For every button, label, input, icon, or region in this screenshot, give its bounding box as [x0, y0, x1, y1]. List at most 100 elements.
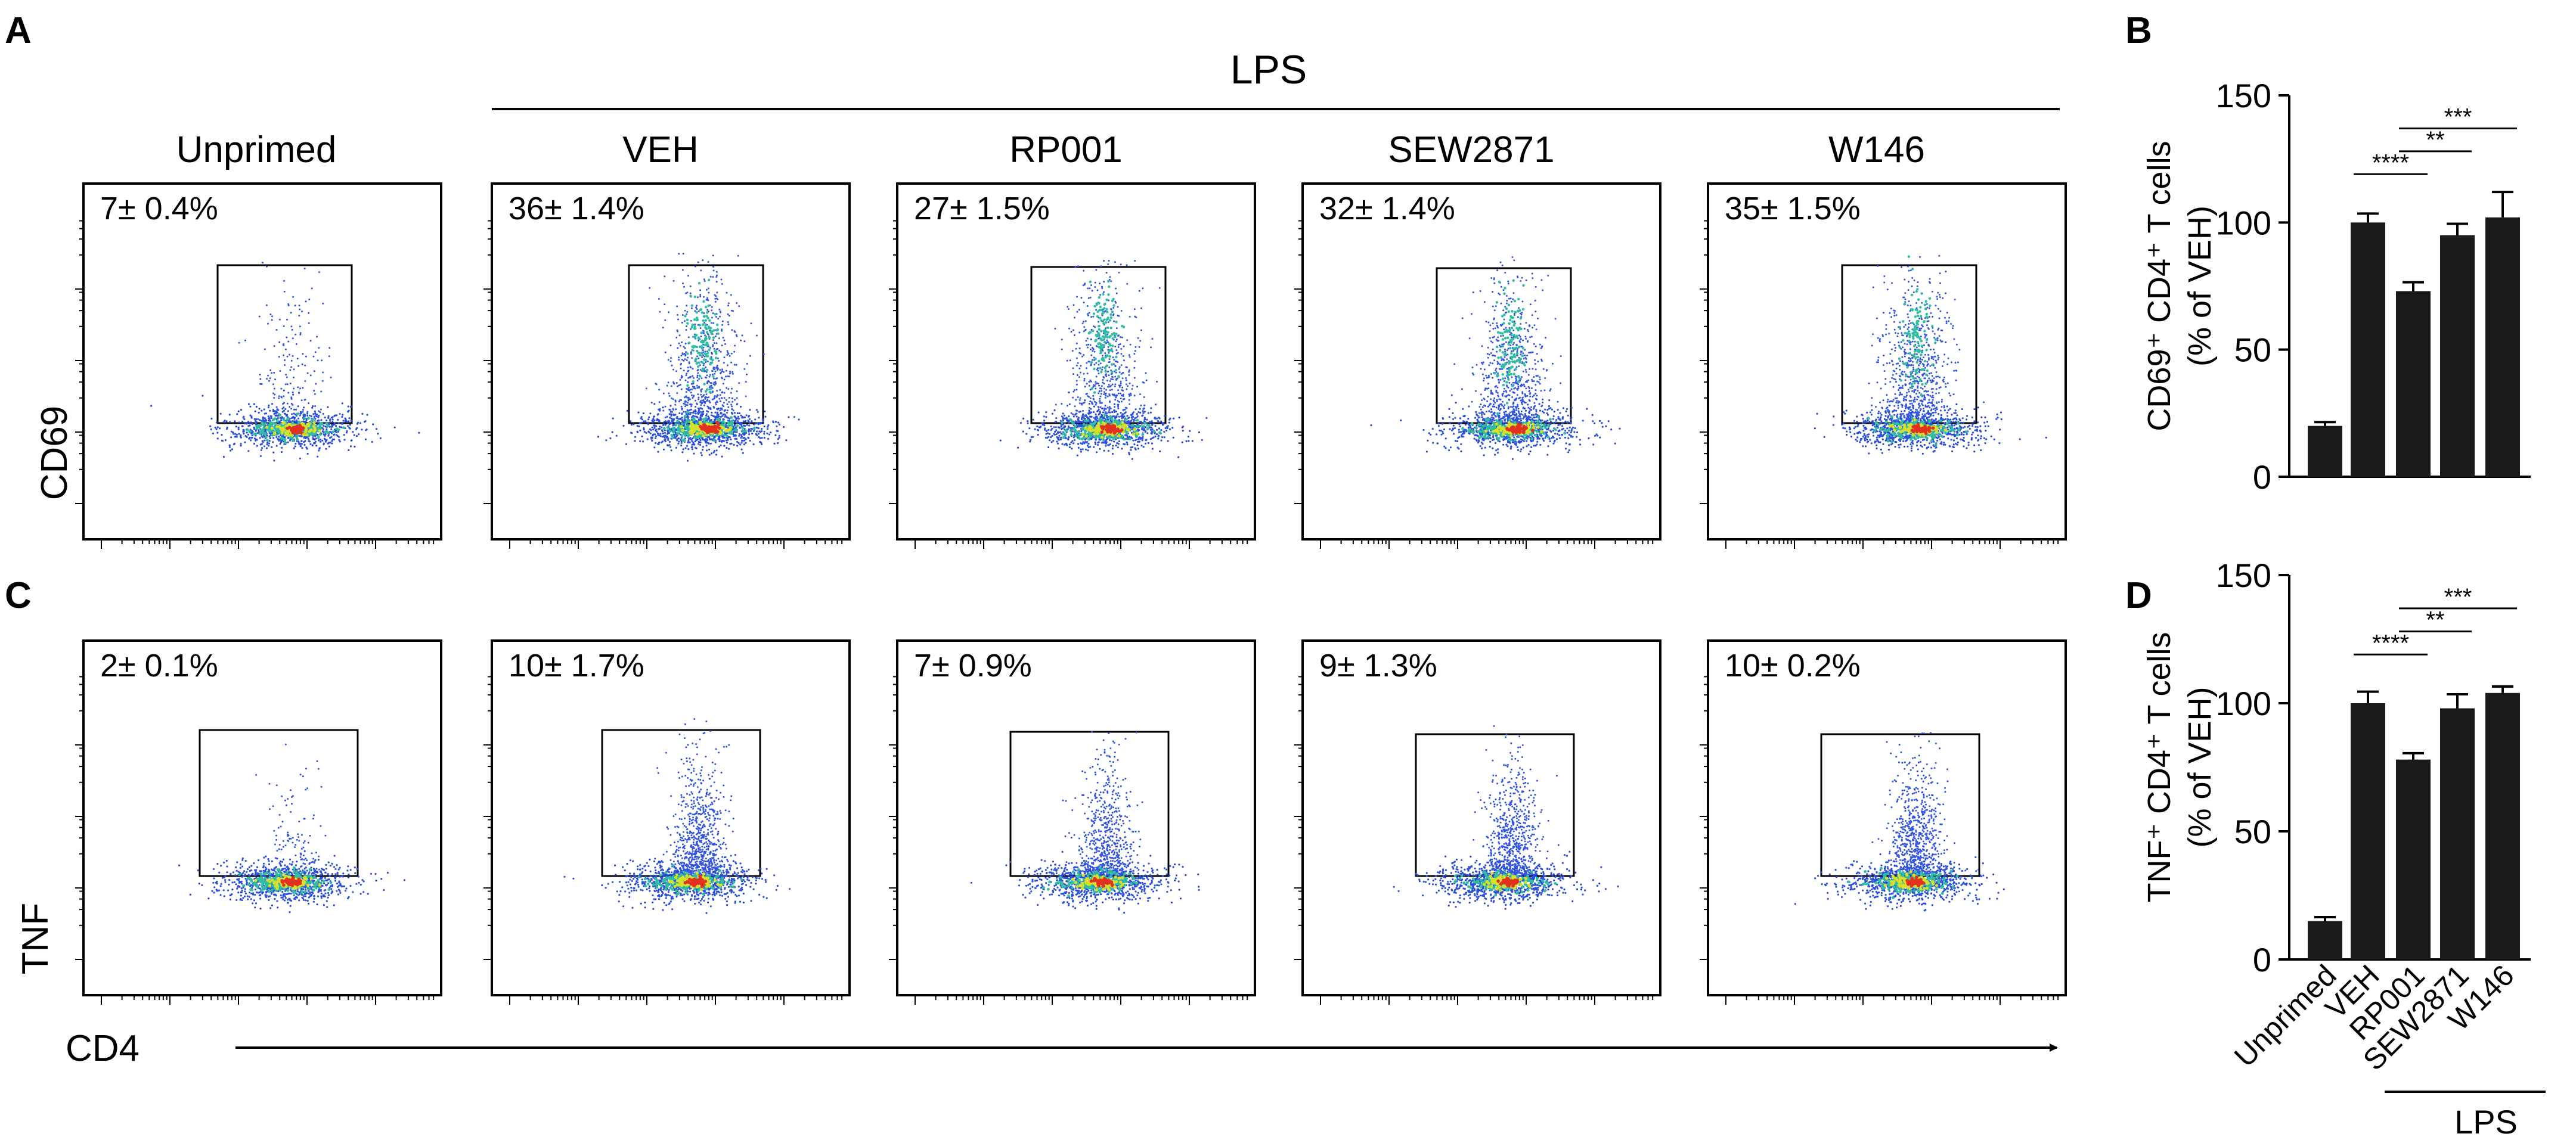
category-label: Unprimed: [2228, 958, 2343, 1073]
flow-plot: 36± 1.4%: [483, 184, 850, 549]
lps-group-label: LPS: [2454, 1103, 2518, 1141]
bar: [2485, 693, 2520, 959]
flow-plot: 10± 1.7%: [483, 641, 850, 1005]
cd69-axis-label: CD69: [34, 406, 75, 501]
panel-letter-a: A: [5, 10, 32, 51]
flow-axis-ticks: [1294, 676, 1653, 1005]
y-tick-label: 50: [2234, 813, 2271, 850]
flow-plot-frame: [1708, 184, 2066, 539]
panel-letter-b: B: [2125, 10, 2152, 51]
flow-dots: [971, 731, 1200, 914]
panel-letter-d: D: [2125, 575, 2152, 616]
flow-plot: 10± 0.2%: [1700, 641, 2066, 1005]
gate-percentage: 36± 1.4%: [509, 191, 644, 226]
flow-plot: 9± 1.3%: [1294, 641, 1660, 1005]
flow-dots: [1393, 725, 1619, 910]
bar: [2485, 218, 2520, 477]
gate-percentage: 7± 0.9%: [914, 648, 1032, 684]
significance-label: ***: [2444, 584, 2472, 610]
gate-box: [602, 730, 760, 876]
gate-percentage: 32± 1.4%: [1319, 191, 1455, 226]
flow-plot: 7± 0.9%: [889, 641, 1255, 1005]
significance-label: **: [2426, 607, 2444, 633]
gate-box: [200, 730, 358, 876]
flow-plot-frame: [897, 641, 1255, 995]
group-title-w146: W146: [1828, 129, 1925, 170]
y-tick-label: 150: [2216, 77, 2271, 114]
bar: [2308, 426, 2342, 477]
flow-axis-ticks: [889, 220, 1247, 549]
y-axis-label: (% of VEH): [2182, 687, 2218, 847]
bar: [2396, 760, 2431, 959]
flow-dots: [178, 744, 405, 914]
flow-axis-ticks: [889, 676, 1247, 1005]
flow-axis-ticks: [1700, 676, 2058, 1005]
bar: [2308, 921, 2342, 960]
flow-plot-frame: [897, 184, 1255, 539]
flow-axis-ticks: [483, 676, 842, 1005]
gate-box: [1010, 732, 1168, 876]
group-titles: Unprimed VEH RP001 SEW2871 W146: [176, 129, 1925, 170]
gate-percentage: 2± 0.1%: [100, 648, 218, 684]
gate-box: [218, 265, 352, 423]
flow-dots: [1370, 256, 1620, 460]
flow-plot-frame: [1708, 641, 2066, 995]
gate-percentage: 9± 1.3%: [1319, 648, 1437, 684]
gate-percentage: 10± 1.7%: [509, 648, 644, 684]
flow-plot-frame: [83, 641, 441, 995]
flow-plot: 27± 1.5%: [889, 184, 1255, 549]
significance-label: ****: [2372, 150, 2409, 176]
cd4-axis-label: CD4: [66, 1028, 140, 1069]
flow-plot-frame: [1303, 184, 1660, 539]
flow-axis-ticks: [1700, 220, 2058, 549]
flow-dots: [597, 253, 800, 462]
flow-plot: 2± 0.1%: [75, 641, 441, 1005]
gate-box: [629, 265, 763, 423]
y-tick-label: 0: [2253, 458, 2271, 496]
flow-axis-ticks: [1294, 220, 1653, 549]
flow-plot-frame: [492, 641, 850, 995]
flow-axis-ticks: [75, 220, 433, 549]
flow-dots: [1814, 255, 2047, 455]
bar: [2440, 709, 2475, 959]
flow-plot: 7± 0.4%: [75, 184, 441, 549]
gate-percentage: 35± 1.5%: [1725, 191, 1861, 226]
significance-label: ****: [2372, 630, 2409, 656]
flow-dots: [150, 262, 420, 461]
bar: [2351, 703, 2385, 959]
y-tick-label: 100: [2216, 685, 2271, 722]
group-title-veh: VEH: [622, 129, 698, 170]
flow-plot: 35± 1.5%: [1700, 184, 2066, 549]
flow-axis-ticks: [75, 676, 433, 1005]
tnf-axis-label: TNF: [15, 903, 56, 975]
y-tick-label: 50: [2234, 331, 2271, 369]
bar: [2351, 222, 2385, 477]
y-tick-label: 150: [2216, 557, 2271, 594]
gate-percentage: 27± 1.5%: [914, 191, 1050, 226]
gate-box: [1821, 734, 1979, 876]
panel-letter-c: C: [5, 575, 32, 616]
flow-plot-frame: [1303, 641, 1660, 995]
flow-plots: 7± 0.4% 36± 1.4% 27± 1.5% 32± 1.4% 35± 1.5% 2…: [75, 184, 2066, 1005]
y-axis-label: CD69⁺ CD4⁺ T cells: [2141, 141, 2177, 431]
group-title-sew2871: SEW2871: [1388, 129, 1554, 170]
y-axis-label: (% of VEH): [2182, 206, 2218, 366]
gate-percentage: 7± 0.4%: [100, 191, 218, 226]
bar: [2396, 291, 2431, 477]
gate-percentage: 10± 0.2%: [1725, 648, 1861, 684]
flow-plot: 32± 1.4%: [1294, 184, 1660, 549]
y-tick-label: 100: [2216, 204, 2271, 241]
flow-axis-ticks: [483, 220, 842, 549]
lps-header: LPS: [1230, 47, 1307, 92]
y-tick-label: 0: [2253, 941, 2271, 979]
y-axis-label: TNF⁺ CD4⁺ T cells: [2141, 632, 2177, 902]
group-title-rp001: RP001: [1009, 129, 1123, 170]
significance-label: **: [2426, 127, 2444, 153]
bar: [2440, 235, 2475, 477]
flow-dots: [563, 718, 791, 914]
group-title-unprimed: Unprimed: [176, 129, 337, 170]
flow-dots: [1794, 732, 2005, 911]
